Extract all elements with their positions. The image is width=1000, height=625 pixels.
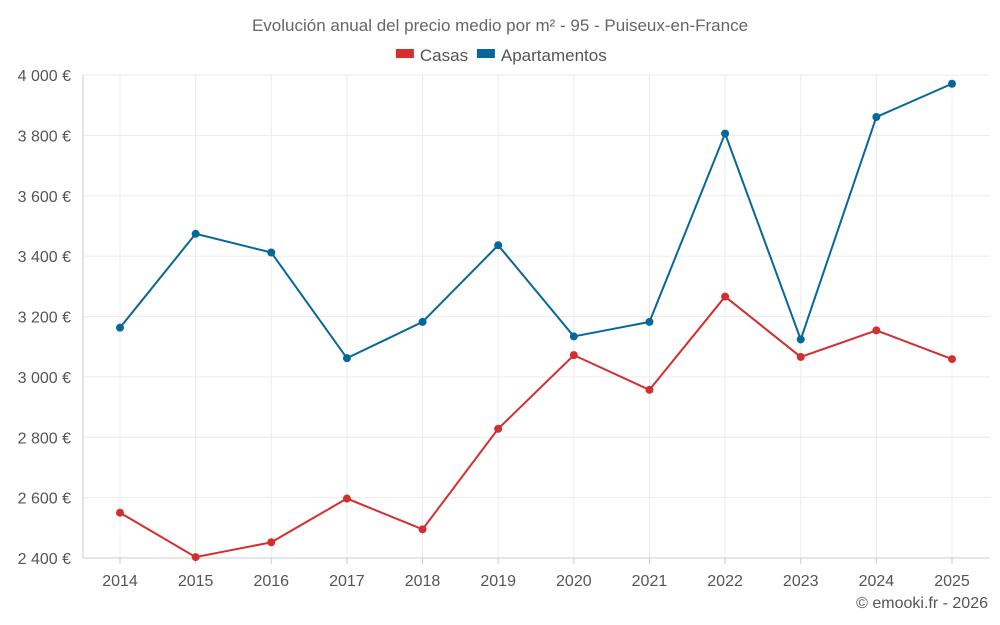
legend-label-casas: Casas — [420, 46, 468, 65]
x-tick-label: 2017 — [329, 573, 365, 590]
y-tick-label: 2 600 € — [18, 491, 71, 508]
x-tick-label: 2018 — [405, 573, 441, 590]
y-tick-label: 4 000 € — [18, 68, 71, 85]
data-point-casas — [948, 355, 956, 364]
series-casas — [116, 292, 956, 562]
data-point-apartamentos — [267, 248, 276, 257]
grid — [83, 74, 990, 559]
x-tick-label: 2016 — [253, 573, 289, 590]
series-line-casas — [119, 295, 953, 559]
y-tick-label: 2 400 € — [18, 551, 71, 568]
series-group — [116, 79, 956, 562]
data-point-apartamentos — [569, 332, 578, 341]
chart-title: Evolución anual del precio medio por m² … — [252, 16, 748, 35]
data-point-apartamentos — [191, 229, 200, 238]
data-point-casas — [494, 424, 503, 433]
x-tick-label: 2020 — [556, 573, 592, 590]
data-point-casas — [796, 352, 805, 361]
data-point-casas — [569, 351, 578, 360]
data-point-casas — [116, 508, 124, 517]
credit-text: © emooki.fr - 2026 — [856, 595, 988, 612]
y-tick-label: 3 600 € — [18, 189, 71, 206]
legend-swatch-apartamentos — [476, 49, 495, 58]
data-point-apartamentos — [116, 323, 124, 332]
series-line-apartamentos — [119, 82, 953, 360]
data-point-casas — [418, 525, 427, 534]
x-tick-label: 2025 — [934, 573, 970, 590]
x-axis: 2014 2015 2016 2017 2018 2019 2020 2021 2022 2023… — [83, 557, 990, 590]
data-point-casas — [721, 292, 730, 301]
data-point-apartamentos — [418, 317, 427, 326]
data-point-apartamentos — [796, 335, 805, 344]
series-apartamentos — [116, 79, 956, 363]
legend-swatch-casas — [395, 49, 414, 58]
data-point-apartamentos — [948, 79, 956, 88]
data-point-casas — [191, 553, 200, 562]
y-axis: 2 400 € 2 600 € 2 800 € 3 000 € 3 200 € 3 400… — [18, 68, 84, 568]
x-tick-label: 2015 — [178, 573, 214, 590]
chart-legend: Casas Apartamentos — [395, 46, 607, 65]
x-tick-label: 2021 — [632, 573, 668, 590]
x-tick-label: 2014 — [102, 573, 138, 590]
y-tick-label: 3 800 € — [18, 128, 71, 145]
data-point-apartamentos — [645, 317, 654, 326]
data-point-apartamentos — [721, 129, 730, 138]
y-tick-label: 3 200 € — [18, 310, 71, 327]
x-tick-label: 2022 — [707, 573, 743, 590]
data-point-casas — [267, 538, 276, 547]
legend-label-apartamentos: Apartamentos — [501, 46, 607, 65]
data-point-apartamentos — [872, 112, 881, 121]
data-point-casas — [872, 326, 881, 335]
x-tick-label: 2023 — [783, 573, 819, 590]
data-point-casas — [342, 494, 351, 503]
data-point-apartamentos — [342, 354, 351, 363]
y-tick-label: 3 000 € — [18, 370, 71, 387]
x-tick-label: 2024 — [859, 573, 895, 590]
x-tick-label: 2019 — [480, 573, 516, 590]
data-point-casas — [645, 385, 654, 394]
y-tick-label: 3 400 € — [18, 249, 71, 266]
y-tick-label: 2 800 € — [18, 430, 71, 447]
data-point-apartamentos — [494, 241, 503, 250]
